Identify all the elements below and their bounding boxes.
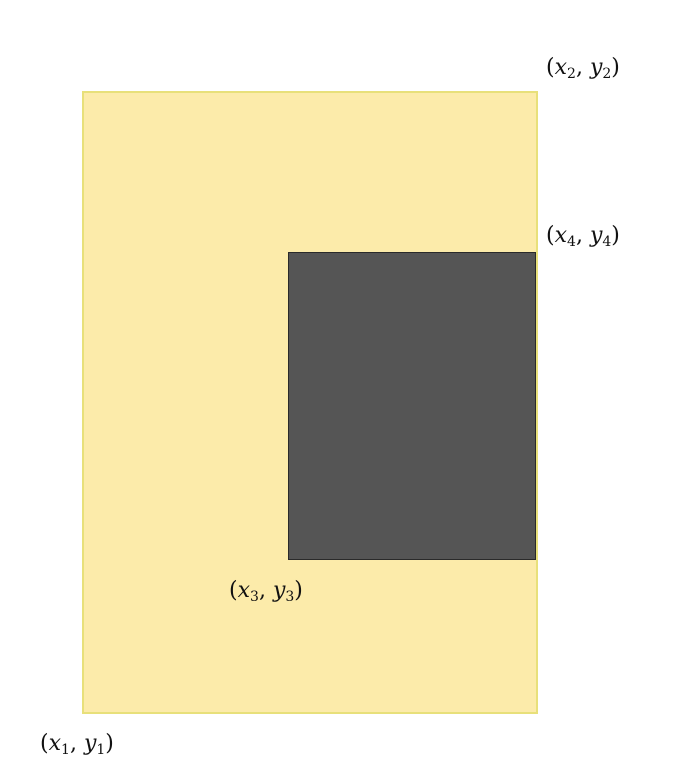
- point-label-3: (x3, y3): [229, 578, 303, 605]
- point-label-2: (x2, y2): [546, 55, 620, 82]
- inner-rectangle: [288, 252, 536, 560]
- point-label-4: (x4, y4): [546, 223, 620, 250]
- point-label-1: (x1, y1): [40, 731, 114, 758]
